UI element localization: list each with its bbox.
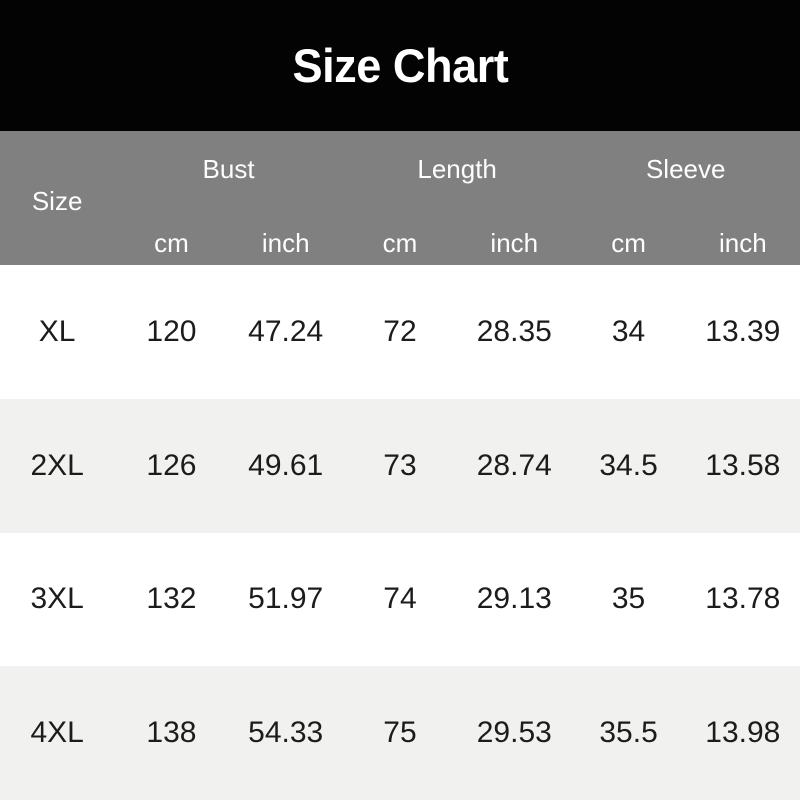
column-group-length: Length bbox=[417, 153, 497, 184]
column-header-size: Size bbox=[31, 185, 83, 216]
cell-sleeve-cm: 35.5 bbox=[599, 716, 658, 750]
cell-sleeve-cm: 34 bbox=[611, 314, 646, 348]
cell-sleeve-inch: 13.78 bbox=[705, 582, 781, 616]
table-header: Size Bust Length Sleeve cm inch cm inch … bbox=[0, 131, 800, 265]
table-row-3xl: 3XL 132 51.97 74 29.13 35 13.78 bbox=[0, 532, 800, 667]
column-group-bust: Bust bbox=[202, 153, 255, 184]
cell-bust-cm: 132 bbox=[146, 582, 197, 616]
page-title: Size Chart bbox=[292, 39, 508, 92]
cell-length-inch: 28.35 bbox=[476, 314, 552, 348]
unit-header-bust-cm: cm bbox=[154, 227, 189, 258]
cell-sleeve-inch: 13.39 bbox=[705, 314, 781, 348]
table-body: XL 120 47.24 72 28.35 34 13.39 2XL 126 4… bbox=[0, 265, 800, 800]
cell-length-cm: 73 bbox=[383, 448, 417, 482]
cell-size: 4XL bbox=[30, 716, 84, 750]
cell-length-inch: 28.74 bbox=[476, 448, 552, 482]
table-row-xl: XL 120 47.24 72 28.35 34 13.39 bbox=[0, 265, 800, 399]
cell-sleeve-cm: 35 bbox=[611, 582, 646, 616]
unit-header-length-cm: cm bbox=[382, 227, 418, 258]
cell-bust-cm: 138 bbox=[146, 716, 197, 750]
unit-header-length-inch: inch bbox=[490, 227, 539, 258]
unit-header-sleeve-cm: cm bbox=[611, 227, 646, 258]
cell-size: 2XL bbox=[30, 448, 84, 482]
cell-length-cm: 72 bbox=[383, 314, 417, 348]
title-banner: Size Chart bbox=[0, 0, 800, 131]
table-row-4xl: 4XL 138 54.33 75 29.53 35.5 13.98 bbox=[0, 666, 800, 800]
cell-sleeve-inch: 13.98 bbox=[705, 716, 781, 750]
cell-bust-inch: 54.33 bbox=[248, 716, 324, 750]
cell-bust-inch: 51.97 bbox=[248, 582, 324, 616]
cell-size: 3XL bbox=[30, 582, 84, 616]
unit-header-bust-inch: inch bbox=[261, 227, 310, 258]
column-group-sleeve: Sleeve bbox=[645, 153, 726, 184]
cell-bust-inch: 49.61 bbox=[248, 448, 324, 482]
cell-length-inch: 29.53 bbox=[476, 716, 552, 750]
cell-size: XL bbox=[38, 314, 76, 348]
cell-bust-cm: 126 bbox=[146, 448, 197, 482]
cell-sleeve-inch: 13.58 bbox=[705, 448, 781, 482]
cell-bust-cm: 120 bbox=[146, 314, 197, 348]
cell-sleeve-cm: 34.5 bbox=[599, 448, 658, 482]
cell-length-cm: 74 bbox=[383, 582, 417, 616]
cell-bust-inch: 47.24 bbox=[248, 314, 324, 348]
cell-length-inch: 29.13 bbox=[476, 582, 552, 616]
table-row-2xl: 2XL 126 49.61 73 28.74 34.5 13.58 bbox=[0, 398, 800, 533]
cell-length-cm: 75 bbox=[383, 716, 417, 750]
unit-header-sleeve-inch: inch bbox=[718, 227, 767, 258]
